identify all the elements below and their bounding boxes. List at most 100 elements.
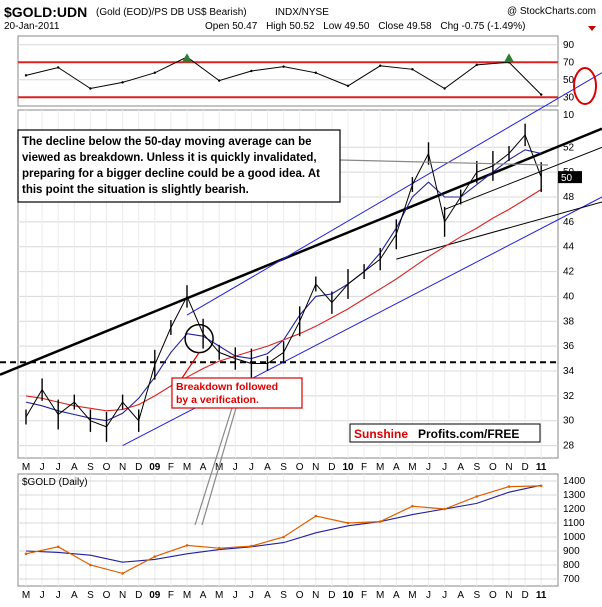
price-x-tick-label: J	[40, 462, 45, 473]
gold-x-tick-label: 10	[342, 590, 354, 601]
price-tick-label: 34	[563, 366, 575, 377]
price-x-tick-label: J	[442, 462, 447, 473]
price-x-tick-label: A	[457, 462, 464, 473]
gold-price-point	[56, 545, 60, 549]
price-x-tick-label: A	[264, 462, 271, 473]
gold-tick-label: 1100	[563, 518, 585, 529]
price-tick-label: 42	[563, 267, 575, 278]
gold-price-point	[411, 504, 414, 508]
gold-x-tick-label: M	[183, 590, 191, 601]
date-label: 20-Jan-2011	[4, 21, 60, 32]
price-tick-label: 28	[563, 441, 575, 452]
symbol-description: (Gold (EOD)/PS DB US$ Bearish)	[96, 7, 247, 18]
gold-x-tick-label: A	[393, 590, 400, 601]
price-tick-label: 32	[563, 391, 575, 402]
price-x-tick-label: S	[280, 462, 287, 473]
gold-tick-label: 800	[563, 560, 580, 571]
gold-x-tick-label: A	[457, 590, 464, 601]
gold-tick-label: 900	[563, 546, 580, 557]
price-x-tick-label: S	[87, 462, 94, 473]
gold-price-point	[443, 507, 446, 511]
gold-x-tick-label: 11	[536, 590, 547, 601]
gold-x-tick-label: 09	[149, 590, 161, 601]
price-x-tick-label: O	[103, 462, 111, 473]
price-x-tick-label: M	[408, 462, 416, 473]
price-x-tick-label: O	[489, 462, 497, 473]
gold-tick-label: 700	[563, 574, 580, 585]
rsi-point	[346, 84, 350, 88]
gold-x-tick-label: A	[264, 590, 271, 601]
rsi-point	[121, 81, 124, 84]
price-x-tick-label: F	[361, 462, 367, 473]
gold-x-tick-label: O	[489, 590, 497, 601]
rsi-tick-label: 90	[563, 40, 575, 51]
exchange-label: INDX/NYSE	[275, 7, 329, 18]
main-note-line-4: this point the situation is slightly bea…	[22, 184, 249, 196]
pointer-line	[201, 407, 237, 526]
last-price-marker	[558, 171, 582, 184]
gold-x-tick-label: D	[328, 590, 335, 601]
price-x-tick-label: A	[200, 462, 207, 473]
rsi-point	[24, 74, 28, 77]
price-x-tick-label: 09	[149, 462, 161, 473]
watermark-sunshine: Sunshine	[354, 427, 408, 441]
price-tick-label: 52	[563, 142, 575, 153]
rsi-point	[153, 71, 156, 74]
price-x-tick-label: J	[249, 462, 254, 473]
channel-upper-line	[186, 72, 602, 316]
pointer-line	[194, 407, 233, 526]
gold-price-point	[185, 544, 189, 547]
rsi-overbought-fill	[504, 53, 514, 63]
price-x-tick-label: N	[119, 462, 126, 473]
rsi-point	[314, 71, 317, 74]
gold-panel-label: $GOLD (Daily)	[22, 477, 88, 488]
gold-x-tick-label: F	[168, 590, 174, 601]
gold-x-tick-label: J	[426, 590, 431, 601]
price-x-tick-label: M	[183, 462, 191, 473]
gold-x-tick-label: N	[119, 590, 126, 601]
gold-price-point	[314, 514, 318, 518]
rsi-point	[379, 64, 382, 67]
rsi-point	[89, 87, 92, 90]
gold-price-point	[507, 485, 511, 488]
gold-x-tick-label: S	[87, 590, 94, 601]
main-annotation-box	[17, 129, 341, 203]
gold-price-point	[250, 544, 253, 548]
rsi-highlight-ellipse	[573, 67, 597, 105]
gold-x-tick-label: J	[40, 590, 45, 601]
gold-x-tick-label: S	[280, 590, 287, 601]
rsi-tick-label: 10	[563, 110, 575, 121]
price-x-tick-label: O	[296, 462, 304, 473]
gold-price-point	[89, 563, 92, 567]
gold-x-tick-label: N	[312, 590, 319, 601]
gold-x-tick-label: D	[521, 590, 528, 601]
axis-layer: 305070901028303234363840424446485052MMJJ…	[22, 40, 586, 601]
quote-line: Open 50.47 High 50.52 Low 49.50 Close 49…	[205, 21, 525, 32]
breakdown-line-1: Breakdown followed	[176, 381, 278, 393]
short-term-mid-line	[444, 146, 602, 210]
copyright-label: @ StockCharts.com	[507, 6, 596, 17]
price-x-tick-label: M	[376, 462, 384, 473]
gold-x-tick-label: A	[200, 590, 207, 601]
last-price-label: 50	[561, 173, 573, 184]
gold-x-tick-label: A	[71, 590, 78, 601]
main-note-line-1: The decline below the 50-day moving aver…	[22, 136, 312, 148]
gold-price-point	[121, 572, 124, 575]
gold-x-tick-label: O	[103, 590, 111, 601]
rsi-point	[475, 63, 478, 67]
price-x-tick-label: M	[22, 462, 30, 473]
price-x-tick-label: J	[426, 462, 431, 473]
gold-panel-frame	[17, 473, 559, 587]
gold-x-tick-label: M	[408, 590, 416, 601]
gold-x-tick-label: J	[249, 590, 254, 601]
short-term-support-line	[396, 201, 602, 260]
rsi-point	[282, 65, 285, 68]
gold-price-point	[282, 535, 285, 539]
gold-x-tick-label: J	[56, 590, 61, 601]
price-tick-label: 46	[563, 217, 575, 228]
gold-tick-label: 1200	[563, 504, 586, 515]
chg-down-icon	[588, 26, 596, 31]
gold-x-tick-label: O	[296, 590, 304, 601]
